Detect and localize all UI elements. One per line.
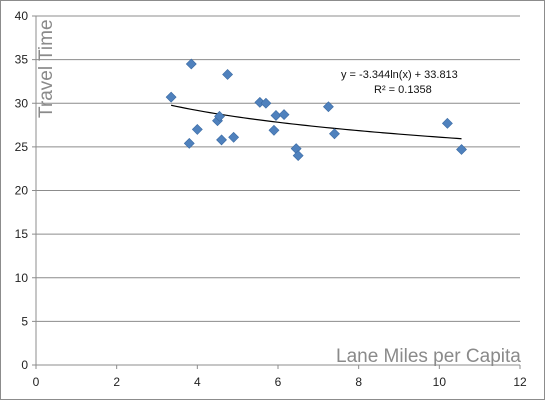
y-tick-label-20: 20 (15, 184, 29, 198)
y-tick-label-40: 40 (15, 9, 29, 23)
data-point-2 (185, 58, 197, 70)
data-point-5 (214, 110, 225, 122)
y-tick-label-10: 10 (15, 271, 29, 285)
x-tick-label-6: 6 (275, 375, 282, 389)
data-point-10 (260, 97, 272, 109)
y-axis-title: Travel Time (36, 19, 57, 118)
x-tick-label-8: 8 (355, 375, 362, 389)
data-point-3 (191, 124, 203, 135)
trendline-r-squared: R² = 0.1358 (374, 84, 432, 96)
data-point-6 (216, 134, 227, 146)
data-point-11 (268, 124, 280, 136)
data-point-1 (183, 137, 195, 149)
data-point-17 (329, 128, 340, 140)
data-point-13 (278, 109, 290, 121)
y-tick-label-0: 0 (21, 358, 28, 372)
x-tick-label-0: 0 (33, 375, 40, 389)
data-point-19 (456, 144, 467, 155)
x-tick-label-4: 4 (194, 375, 201, 389)
axes (32, 15, 521, 369)
data-point-18 (441, 117, 453, 129)
x-axis-title: Lane Miles per Capita (336, 346, 521, 367)
y-tick-label-25: 25 (15, 140, 29, 154)
y-tick-label-15: 15 (15, 227, 29, 241)
y-tick-label-30: 30 (15, 96, 29, 110)
data-point-8 (228, 131, 240, 143)
y-tick-label-35: 35 (15, 53, 29, 67)
tick-labels: 0 5 10 15 20 25 30 35 40 0 2 4 6 8 10 12 (15, 9, 527, 389)
grid-lines (36, 15, 520, 322)
data-point-15 (292, 150, 304, 162)
x-tick-label-10: 10 (433, 375, 447, 389)
data-points (165, 58, 467, 162)
x-tick-label-12: 12 (513, 375, 527, 389)
y-tick-label-5: 5 (21, 314, 28, 328)
x-tick-label-2: 2 (113, 375, 120, 389)
data-point-0 (165, 91, 177, 103)
data-point-12 (270, 110, 282, 121)
data-point-7 (222, 69, 234, 80)
trendline-equation: y = -3.344ln(x) + 33.813 (341, 69, 458, 81)
data-point-16 (322, 101, 334, 113)
